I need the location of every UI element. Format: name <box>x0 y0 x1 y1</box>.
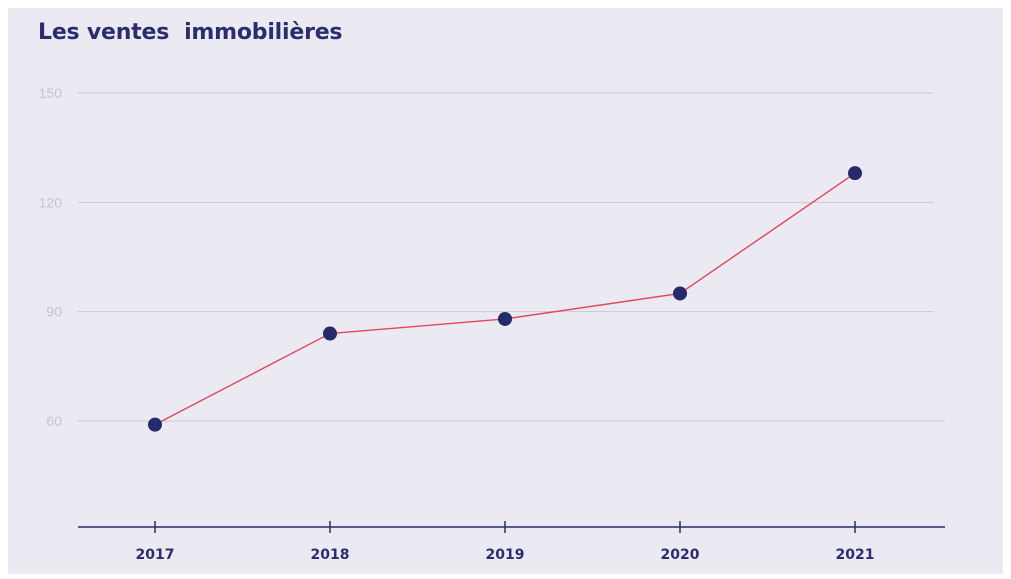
gridlines <box>78 92 945 422</box>
x-tick-label-2017: 2017 <box>136 547 175 563</box>
series-line <box>154 172 856 426</box>
x-axis <box>78 521 945 533</box>
x-tick-label-2018: 2018 <box>311 547 350 563</box>
x-axis-ticks: 2017 2018 2019 2020 2021 <box>136 547 875 563</box>
x-tick-label-2020: 2020 <box>661 547 700 563</box>
series-markers <box>148 166 862 432</box>
chart-title: Les ventes immobilières <box>38 20 343 45</box>
y-tick-label-90: 90 <box>46 304 62 320</box>
y-tick-label-120: 120 <box>39 194 63 210</box>
x-tick-label-2021: 2021 <box>836 547 875 563</box>
chart-card: Les ventes immobilières <box>8 8 1003 574</box>
y-tick-label-60: 60 <box>46 413 62 429</box>
series-line-layer <box>154 172 856 426</box>
data-point-2021 <box>848 166 862 181</box>
y-tick-label-150: 150 <box>39 85 63 101</box>
y-axis-ticks: 60 90 120 150 <box>39 85 63 429</box>
data-point-2018 <box>323 326 337 341</box>
x-tick-label-2019: 2019 <box>486 547 525 563</box>
data-point-2020 <box>673 286 687 301</box>
data-point-2019 <box>498 311 512 326</box>
data-point-2017 <box>148 417 162 432</box>
